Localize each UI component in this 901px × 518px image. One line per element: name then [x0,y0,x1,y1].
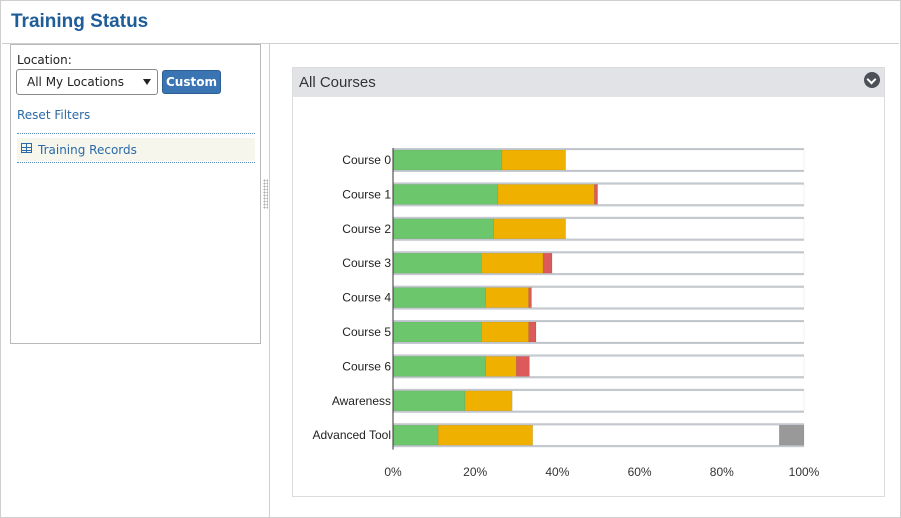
table-icon [21,143,32,153]
bar-in_progress [497,184,595,205]
bar-not_started [597,184,805,205]
bar-complete [392,149,503,171]
bar-not_started [532,424,780,446]
bar-complete [392,424,439,446]
bar-complete [392,287,486,308]
training-records-item[interactable]: Training Records [17,138,255,161]
x-tick-label: 100% [789,465,820,479]
x-tick-label: 0% [384,465,402,479]
splitter [269,44,270,518]
page-title: Training Status [11,11,149,32]
bar-complete [392,252,482,274]
category-label: Course 0 [342,153,391,167]
card-title: All Courses [299,74,376,91]
x-tick-label: 20% [463,465,487,479]
category-label: Course 2 [342,222,391,236]
location-label: Location: [17,53,72,67]
category-label: Course 4 [342,291,391,305]
location-select-value: All My Locations [27,75,124,89]
bar-in_progress [437,424,533,446]
bar-overdue [542,252,553,274]
custom-button[interactable]: Custom [162,70,221,94]
bar-not_started [529,356,805,377]
bar-complete [392,218,494,240]
bar-in_progress [481,252,544,274]
chevron-down-icon [143,79,151,85]
category-label: Awareness [332,394,391,408]
courses-card: All Courses Course 0 Course 1 Course 2 Cour… [292,67,885,497]
bar-in_progress [485,356,517,377]
divider [17,162,255,163]
title-divider [2,43,899,44]
courses-bar-chart: Course 0 Course 1 Course 2 Course 3 Course 4… [312,148,820,479]
category-label: Course 5 [342,325,391,339]
collapse-icon[interactable] [864,72,880,88]
reset-filters-link[interactable]: Reset Filters [17,108,91,122]
training-records-link[interactable]: Training Records [38,143,137,157]
bar-not_started [535,321,805,343]
divider [17,133,255,134]
splitter-handle[interactable] [263,179,268,209]
bar-in_progress [501,149,566,171]
x-tick-label: 60% [628,465,652,479]
filter-panel: Location: All My Locations Custom Reset … [10,44,261,344]
bar-not_started [551,252,805,274]
category-label: Course 3 [342,256,391,270]
bar-overdue [528,321,537,343]
bar-not_started [511,390,805,412]
bar-na [779,424,805,446]
bar-complete [392,356,486,377]
bar-in_progress [485,287,529,308]
bar-in_progress [464,390,513,412]
bar-not_started [565,149,805,171]
bar-complete [392,390,466,412]
category-label: Course 1 [342,187,391,201]
bar-complete [392,184,499,205]
category-label: Course 6 [342,359,391,373]
x-tick-label: 80% [710,465,734,479]
card-header: All Courses [293,68,884,97]
location-select[interactable]: All My Locations [16,69,158,95]
bar-overdue [528,287,532,308]
bar-not_started [531,287,805,308]
bar-complete [392,321,482,343]
category-label: Advanced Tool [312,428,391,442]
x-tick-label: 40% [545,465,569,479]
bar-overdue [594,184,598,205]
bar-in_progress [481,321,529,343]
bar-overdue [516,356,530,377]
bar-in_progress [493,218,566,240]
bar-not_started [565,218,805,240]
